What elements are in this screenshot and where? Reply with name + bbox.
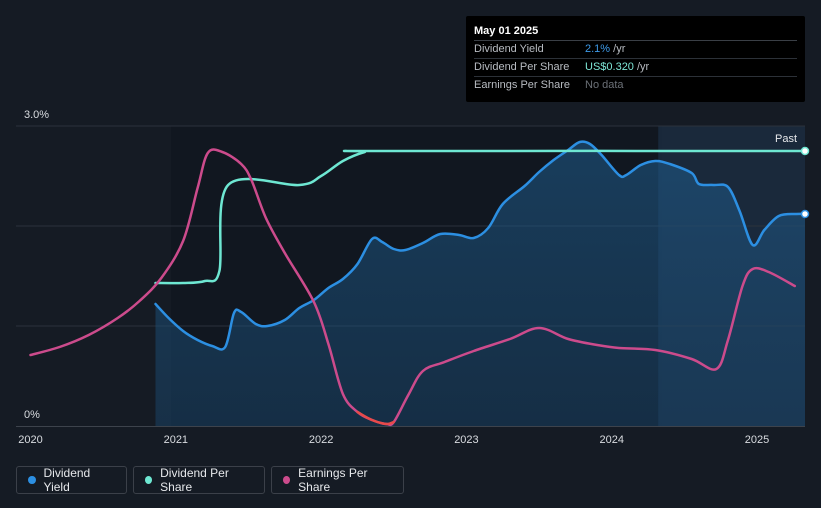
legend-dot	[283, 476, 291, 484]
x-tick-label: 2022	[309, 434, 333, 446]
y-tick-label: 0%	[24, 409, 40, 421]
y-axis-ticks: 3.0% 0%	[24, 109, 49, 421]
legend-label: Earnings Per Share	[298, 466, 368, 494]
marker-layer	[800, 146, 810, 219]
tooltip-label: Dividend Yield	[474, 43, 544, 55]
legend-dot	[145, 476, 153, 484]
x-tick-label: 2021	[164, 434, 188, 446]
x-tick-label: 2020	[18, 434, 42, 446]
legend-label: Dividend Per Share	[160, 466, 229, 494]
past-label: Past	[775, 133, 797, 145]
x-tick-label: 2023	[454, 434, 478, 446]
x-axis-ticks: 2020 2021 2022 2023 2024 2025	[18, 434, 769, 446]
tooltip-panel: May 01 2025 Dividend Yield 2.1% /yr Divi…	[466, 16, 805, 102]
tooltip-row-earnings-per-share: Earnings Per Share No data	[474, 77, 797, 94]
dividend-per-share-line	[154, 149, 807, 285]
legend-label: Dividend Yield	[43, 466, 91, 494]
tooltip-label: Earnings Per Share	[474, 79, 570, 91]
x-tick-label: 2024	[600, 434, 624, 446]
tooltip-unit: /yr	[610, 43, 626, 55]
line-layer	[29, 140, 807, 427]
earnings-per-share-low-segment	[356, 410, 396, 426]
y-tick-label: 3.0%	[24, 109, 49, 121]
tooltip-value: 2.1%	[585, 43, 611, 55]
legend-item-dividend-per-share[interactable]: Dividend Per Share	[133, 466, 265, 494]
dividend-per-share-end-marker	[800, 146, 810, 156]
legend-dot	[28, 476, 36, 484]
tooltip-date: May 01 2025	[474, 24, 797, 41]
dividend-yield-end-marker	[800, 209, 810, 219]
tooltip-row-dividend-yield: Dividend Yield 2.1% /yr	[474, 41, 797, 59]
dividend-yield-area	[155, 141, 806, 426]
area-layer	[155, 141, 806, 426]
x-tick-label: 2025	[745, 434, 769, 446]
legend-item-earnings-per-share[interactable]: Earnings Per Share	[271, 466, 404, 494]
tooltip-value: US$0.320	[585, 61, 634, 73]
tooltip-unit: /yr	[633, 61, 650, 73]
legend-item-dividend-yield[interactable]: Dividend Yield	[16, 466, 127, 494]
tooltip-label: Dividend Per Share	[474, 61, 570, 73]
dividend-yield-line	[154, 140, 807, 351]
tooltip-row-dividend-per-share: Dividend Per Share US$0.320 /yr	[474, 59, 797, 77]
tooltip-value: No data	[585, 79, 624, 91]
